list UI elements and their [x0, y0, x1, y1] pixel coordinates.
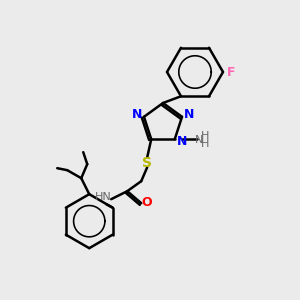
Text: H: H [201, 139, 209, 149]
Text: O: O [141, 196, 152, 209]
Text: N: N [177, 135, 187, 148]
Text: N: N [184, 108, 194, 121]
Text: F: F [227, 65, 235, 79]
Text: N: N [195, 135, 203, 145]
Text: H: H [201, 131, 209, 141]
Text: HN: HN [95, 192, 112, 202]
Text: S: S [142, 156, 152, 170]
Text: N: N [132, 108, 142, 121]
